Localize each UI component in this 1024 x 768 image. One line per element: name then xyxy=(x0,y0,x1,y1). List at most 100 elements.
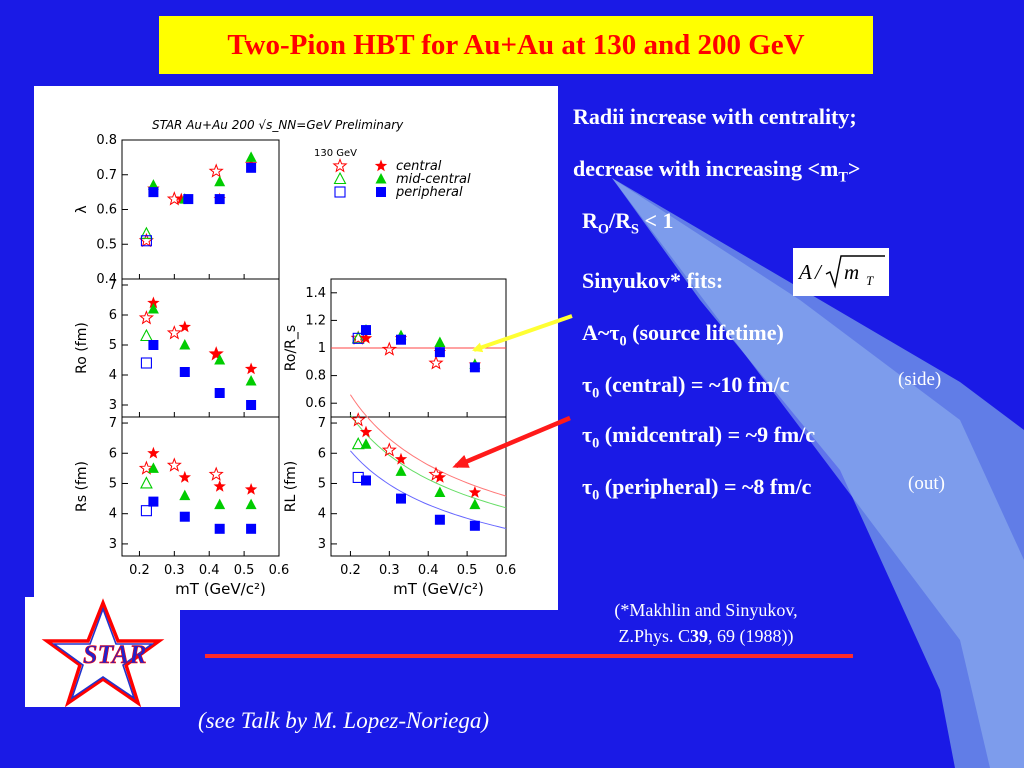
lambda-ytick-label: 0.5 xyxy=(96,237,117,252)
legend-label-central: central xyxy=(396,159,442,174)
ratio-sub-o: O xyxy=(597,221,610,238)
rl-point-central-130 xyxy=(381,442,397,457)
hbt-chart-panel: 0.4 0.5 0.6 0.7 0.8 λ STAR Au+Au 200 √s_NN=GeV… xyxy=(34,86,558,610)
legend-marker-130-mid-central xyxy=(333,171,347,185)
ro-point-mid-central-200 xyxy=(245,375,257,386)
bullet-tau-central: τ0 (central) = ~10 fm/c xyxy=(582,372,789,402)
legend-marker-200-central xyxy=(374,159,388,172)
legend-energy: 130 GeV xyxy=(314,148,357,159)
lambda-point-mid-central-200 xyxy=(214,175,226,187)
ro-ylabel: Ro (fm) xyxy=(74,322,90,374)
tau-central-sub: 0 xyxy=(592,385,600,402)
rl-fit-peripheral xyxy=(350,450,507,529)
ro-rs-ytick-label: 1.2 xyxy=(305,313,326,328)
bullet-tau-mid: τ0 (midcentral) = ~9 fm/c xyxy=(582,422,815,452)
rs-point-mid-central-200 xyxy=(179,489,191,501)
lambda-ytick-label: 0.7 xyxy=(96,168,117,183)
star-logo-text: STAR xyxy=(83,640,147,669)
tau-mid-sub: 0 xyxy=(592,435,600,452)
ro-ytick-label: 5 xyxy=(109,338,117,353)
reference-text-1: (*Makhlin and Sinyukov, xyxy=(614,600,798,620)
formula-a: A xyxy=(797,260,812,284)
sinyukov-formula: A / m T xyxy=(793,248,889,296)
ro-point-peripheral-200 xyxy=(179,367,190,377)
ro-rs-point-mid-central-200 xyxy=(434,336,446,347)
ro-point-central-200 xyxy=(147,296,160,309)
rs-ylabel: Rs (fm) xyxy=(74,461,90,512)
hbt-chart: 0.4 0.5 0.6 0.7 0.8 λ STAR Au+Au 200 √s_NN=GeV… xyxy=(74,118,517,598)
lambda-point-mid-central-200 xyxy=(147,179,159,190)
bullet-a-tau: A~τ0 (source lifetime) xyxy=(582,320,784,350)
divider-line xyxy=(205,654,853,658)
rs-frame xyxy=(121,416,280,557)
legend-marker-130-peripheral xyxy=(334,186,346,198)
rs-point-mid-central-200 xyxy=(245,498,257,510)
ro-point-central-200 xyxy=(178,320,191,333)
lambda-point-central-200 xyxy=(175,192,188,205)
lambda-ylabel: λ xyxy=(74,205,90,213)
bullet-mt-post: > xyxy=(847,156,861,181)
bullet-sinyukov: Sinyukov* fits: xyxy=(582,268,723,294)
a-tau-post: (source lifetime) xyxy=(626,320,784,345)
ro-point-peripheral-200 xyxy=(246,400,257,410)
rs-point-peripheral-130 xyxy=(140,505,152,517)
tau-per-post: (peripheral) = ~8 fm/c xyxy=(599,474,812,499)
reference-line-2: Z.Phys. C39, 69 (1988)) xyxy=(556,626,856,647)
talk-reference-text: (see Talk by M. Lopez-Noriega) xyxy=(198,708,490,733)
lambda-ytick-label: 0.4 xyxy=(96,272,117,287)
ro-rs-point-central-130 xyxy=(381,341,397,356)
rs-xtick-label: 0.5 xyxy=(234,563,255,578)
lambda-ytick-label: 0.8 xyxy=(96,133,117,148)
rs-xlabel: mT (GeV/c²) xyxy=(175,580,266,598)
lambda-point-mid-central-130 xyxy=(140,226,153,239)
rl-xtick-label: 0.3 xyxy=(379,563,400,578)
formula-sub-t: T xyxy=(866,273,874,288)
ro-point-mid-central-130 xyxy=(140,328,153,342)
star-logo: STAR xyxy=(25,597,180,708)
ro-point-central-130 xyxy=(166,325,182,340)
out-note: (out) xyxy=(908,473,945,495)
ro-point-mid-central-200 xyxy=(179,339,191,350)
rs-point-peripheral-200 xyxy=(246,523,257,534)
ro-point-central-130 xyxy=(138,310,154,325)
lambda-point-central-130 xyxy=(208,163,224,178)
ro-rs-ylabel: Ro/R_s xyxy=(283,325,299,371)
rs-point-central-130 xyxy=(138,460,154,475)
rs-point-mid-central-200 xyxy=(147,462,159,473)
bullet-mt-text: decrease with increasing <m xyxy=(573,156,839,181)
ro-point-peripheral-130 xyxy=(140,357,152,369)
rl-ytick-label: 5 xyxy=(318,476,326,491)
ratio-r2: /R xyxy=(609,208,632,233)
rl-xtick-label: 0.6 xyxy=(496,563,517,578)
rs-point-central-200 xyxy=(147,446,160,459)
reference-text-2: Z.Phys. C xyxy=(618,626,691,646)
out-note-text: (out) xyxy=(908,473,945,494)
lambda-point-peripheral-200 xyxy=(148,187,159,198)
rs-point-mid-central-130 xyxy=(140,476,153,489)
rs-ytick-label: 7 xyxy=(109,416,117,431)
rl-ylabel: RL (fm) xyxy=(283,461,299,512)
ro-point-peripheral-200 xyxy=(214,388,225,398)
rl-point-mid-central-200 xyxy=(469,498,481,510)
rs-xtick-label: 0.6 xyxy=(269,563,290,578)
slide-title: Two-Pion HBT for Au+Au at 130 and 200 Ge… xyxy=(159,16,873,74)
bullet-mt: decrease with increasing <mT> xyxy=(573,156,860,186)
rs-point-peripheral-200 xyxy=(179,511,190,522)
ratio-sub-s: S xyxy=(631,221,639,238)
rs-ytick-label: 4 xyxy=(109,507,117,522)
ratio-r1: R xyxy=(582,208,598,233)
rl-xtick-label: 0.2 xyxy=(340,563,361,578)
rs-point-peripheral-200 xyxy=(148,496,159,507)
rs-xtick-label: 0.4 xyxy=(199,563,220,578)
ro-rs-ytick-label: 0.8 xyxy=(305,369,326,384)
ro-rs-ytick-label: 0.6 xyxy=(305,396,326,411)
legend-marker-200-peripheral xyxy=(376,187,386,197)
rl-ytick-label: 4 xyxy=(318,507,326,522)
rs-point-central-200 xyxy=(244,483,258,495)
rl-fit-central xyxy=(349,394,507,497)
rl-point-central-200 xyxy=(394,452,408,465)
ro-ytick-label: 6 xyxy=(109,308,117,323)
legend-marker-130-central xyxy=(332,158,348,173)
ro-rs-point-peripheral-200 xyxy=(361,325,371,336)
lambda-point-mid-central-200 xyxy=(245,151,257,162)
